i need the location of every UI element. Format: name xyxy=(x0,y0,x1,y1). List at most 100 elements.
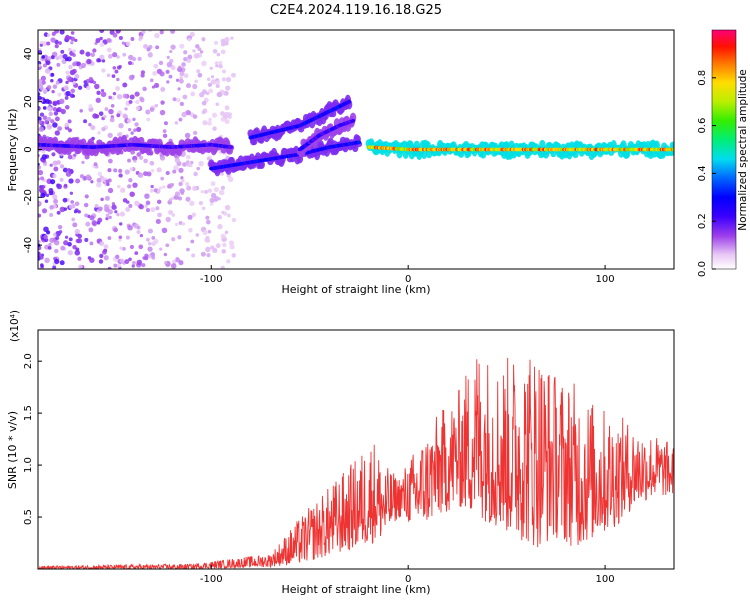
noise-dot xyxy=(143,158,148,164)
noise-dot xyxy=(220,116,226,122)
noise-dot xyxy=(63,240,69,246)
noise-dot xyxy=(177,87,181,91)
noise-dot xyxy=(144,204,148,208)
noise-dot xyxy=(153,188,158,193)
noise-dot xyxy=(38,239,41,244)
noise-dot xyxy=(68,64,73,70)
noise-dot xyxy=(119,246,123,250)
noise-dot xyxy=(167,184,171,189)
noise-dot xyxy=(155,218,161,225)
noise-dot xyxy=(174,191,181,197)
noise-dot xyxy=(128,178,133,183)
noise-dot xyxy=(64,96,69,100)
noise-dot xyxy=(223,90,229,96)
noise-dot xyxy=(106,73,111,78)
y-tick-label: 1.5 xyxy=(23,405,34,421)
noise-dot xyxy=(90,52,95,57)
y-tick-label: 40 xyxy=(23,48,34,61)
noise-dot xyxy=(62,53,68,60)
noise-dot xyxy=(86,85,91,91)
noise-dot xyxy=(90,180,94,184)
snr-panel: -100 0 100 0.5 1.0 1.5 2.0 Height of straight… xyxy=(6,310,675,596)
noise-dot xyxy=(52,100,58,106)
noise-dot xyxy=(192,185,198,192)
noise-dot xyxy=(147,228,153,234)
noise-dot xyxy=(218,64,223,69)
noise-dot xyxy=(212,48,218,54)
noise-dot xyxy=(91,220,98,226)
noise-dot xyxy=(170,30,176,34)
noise-dot xyxy=(214,61,219,65)
noise-dot xyxy=(159,71,165,77)
noise-dot xyxy=(220,38,226,44)
noise-dot xyxy=(100,91,107,98)
noise-dot xyxy=(141,30,146,35)
noise-dot xyxy=(95,165,99,169)
noise-dot xyxy=(215,79,221,85)
noise-dot xyxy=(58,54,64,60)
noise-dot xyxy=(68,47,72,52)
noise-dot xyxy=(38,187,44,193)
noise-dot xyxy=(129,191,135,197)
noise-dot xyxy=(78,264,83,269)
noise-dot xyxy=(41,208,48,214)
noise-dot xyxy=(63,85,69,91)
noise-dot xyxy=(178,117,183,122)
noise-dot xyxy=(67,241,72,247)
noise-dot xyxy=(79,174,85,179)
noise-dot xyxy=(139,96,144,102)
noise-dot xyxy=(116,212,120,217)
noise-dot xyxy=(53,166,59,172)
noise-dot xyxy=(48,111,54,117)
noise-dot xyxy=(70,31,75,35)
noise-dot xyxy=(124,107,128,111)
noise-dot xyxy=(183,50,188,55)
noise-dot xyxy=(147,254,152,259)
y-tick-label: 2.0 xyxy=(23,353,34,369)
noise-dot xyxy=(46,85,52,90)
noise-dot xyxy=(125,41,131,47)
noise-dot xyxy=(99,241,105,247)
noise-dot xyxy=(137,56,142,61)
noise-dot xyxy=(216,91,222,98)
noise-dot xyxy=(151,235,156,240)
noise-dot xyxy=(111,204,117,210)
noise-dot xyxy=(116,65,121,70)
noise-dot xyxy=(210,181,216,187)
noise-dot xyxy=(85,174,91,180)
noise-dot xyxy=(169,49,173,54)
noise-dot xyxy=(127,184,132,189)
noise-dot xyxy=(146,117,151,122)
snr-series-line xyxy=(38,357,674,569)
noise-dot xyxy=(152,71,157,76)
noise-dot xyxy=(41,80,47,85)
noise-dot xyxy=(122,113,128,119)
noise-dot xyxy=(147,242,152,246)
noise-dot xyxy=(207,229,212,234)
noise-dot xyxy=(43,162,47,167)
noise-dot xyxy=(83,202,89,208)
noise-dot xyxy=(134,122,139,127)
noise-dot xyxy=(73,210,78,214)
noise-dot xyxy=(49,212,54,217)
noise-dot xyxy=(38,126,44,132)
noise-dot xyxy=(70,88,75,94)
noise-dot xyxy=(67,119,72,124)
noise-dot xyxy=(155,206,160,211)
noise-dot xyxy=(145,109,151,115)
noise-dot xyxy=(56,183,63,190)
noise-dot xyxy=(196,166,201,171)
noise-dot xyxy=(84,213,89,218)
noise-dot xyxy=(88,227,94,233)
noise-dot xyxy=(166,55,170,60)
noise-dot xyxy=(97,217,103,223)
noise-dot xyxy=(97,171,103,177)
noise-dot xyxy=(99,175,104,180)
noise-dot xyxy=(213,196,220,202)
noise-dot xyxy=(115,86,120,91)
noise-dot xyxy=(107,132,113,138)
noise-dot xyxy=(38,251,41,258)
snr-x-ticks: -100 0 100 xyxy=(200,565,615,585)
noise-dot xyxy=(146,237,150,242)
noise-dot xyxy=(215,64,219,68)
